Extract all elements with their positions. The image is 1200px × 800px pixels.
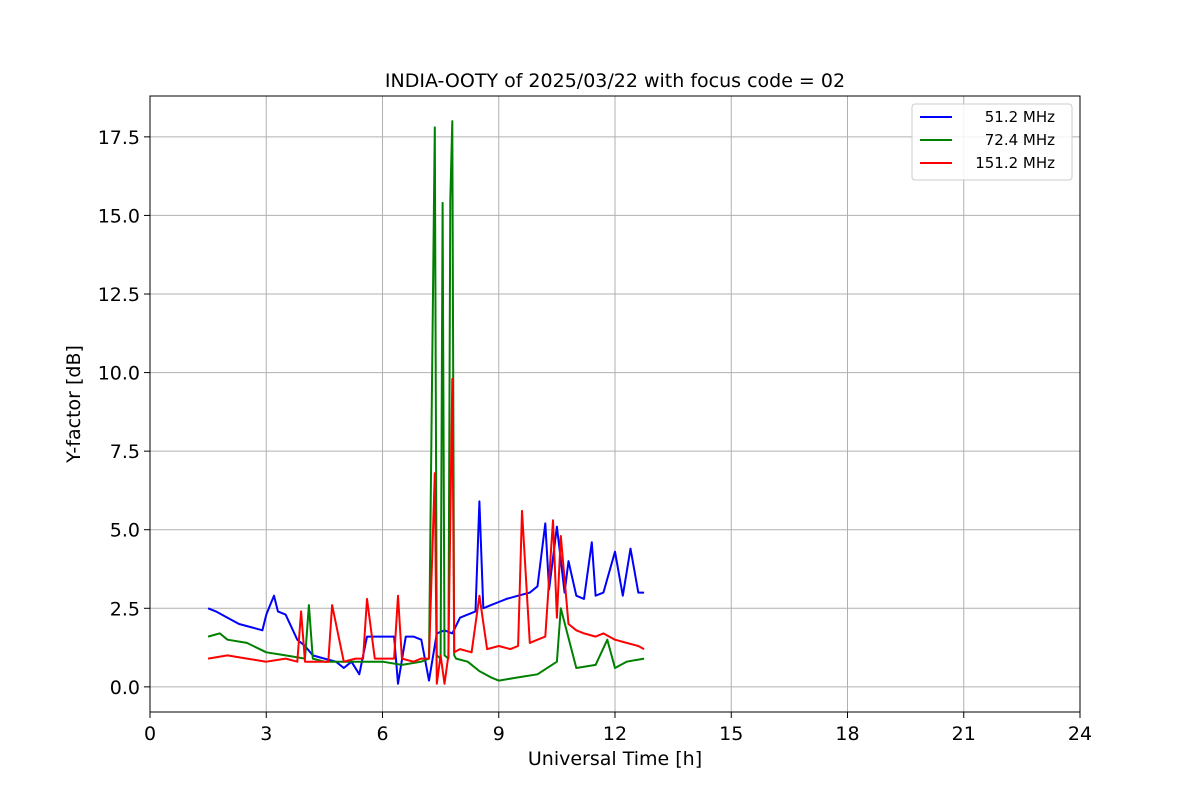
x-tick-label: 6 [376, 723, 388, 745]
y-tick-label: 7.5 [110, 441, 140, 463]
series-line-0 [207, 500, 645, 685]
x-tick-label: 24 [1068, 723, 1092, 745]
y-tick-label: 10.0 [98, 363, 140, 385]
y-tick-label: 12.5 [98, 284, 140, 306]
y-tick-label: 2.5 [110, 598, 140, 620]
series-layer [207, 120, 645, 685]
grid [149, 96, 1081, 712]
x-axis-label: Universal Time [h] [528, 748, 702, 770]
legend-label-2: 151.2 MHz [975, 154, 1055, 172]
x-tick-label: 9 [493, 723, 505, 745]
x-tick-label: 0 [144, 723, 156, 745]
y-axis: 0.0 2.5 5.0 7.5 10.0 12.5 15.0 17.5 [98, 127, 150, 699]
legend: 51.2 MHz 72.4 MHz 151.2 MHz [911, 103, 1073, 181]
x-tick-label: 12 [603, 723, 627, 745]
y-tick-label: 0.0 [110, 677, 140, 699]
legend-label-1: 72.4 MHz [985, 131, 1055, 149]
y-axis-label: Y-factor [dB] [63, 345, 85, 464]
y-tick-label: 17.5 [98, 127, 140, 149]
y-tick-label: 15.0 [98, 205, 140, 227]
x-axis: 0 3 6 9 12 15 18 21 24 [144, 712, 1092, 745]
x-tick-label: 18 [835, 723, 859, 745]
legend-label-0: 51.2 MHz [985, 108, 1055, 126]
y-tick-label: 5.0 [110, 520, 140, 542]
x-tick-label: 21 [952, 723, 976, 745]
chart-title: INDIA-OOTY of 2025/03/22 with focus code… [385, 70, 845, 92]
x-tick-label: 15 [719, 723, 743, 745]
series-line-2 [207, 377, 645, 685]
x-tick-label: 3 [260, 723, 272, 745]
series-line-1 [207, 120, 645, 682]
legend-box [911, 103, 1073, 181]
